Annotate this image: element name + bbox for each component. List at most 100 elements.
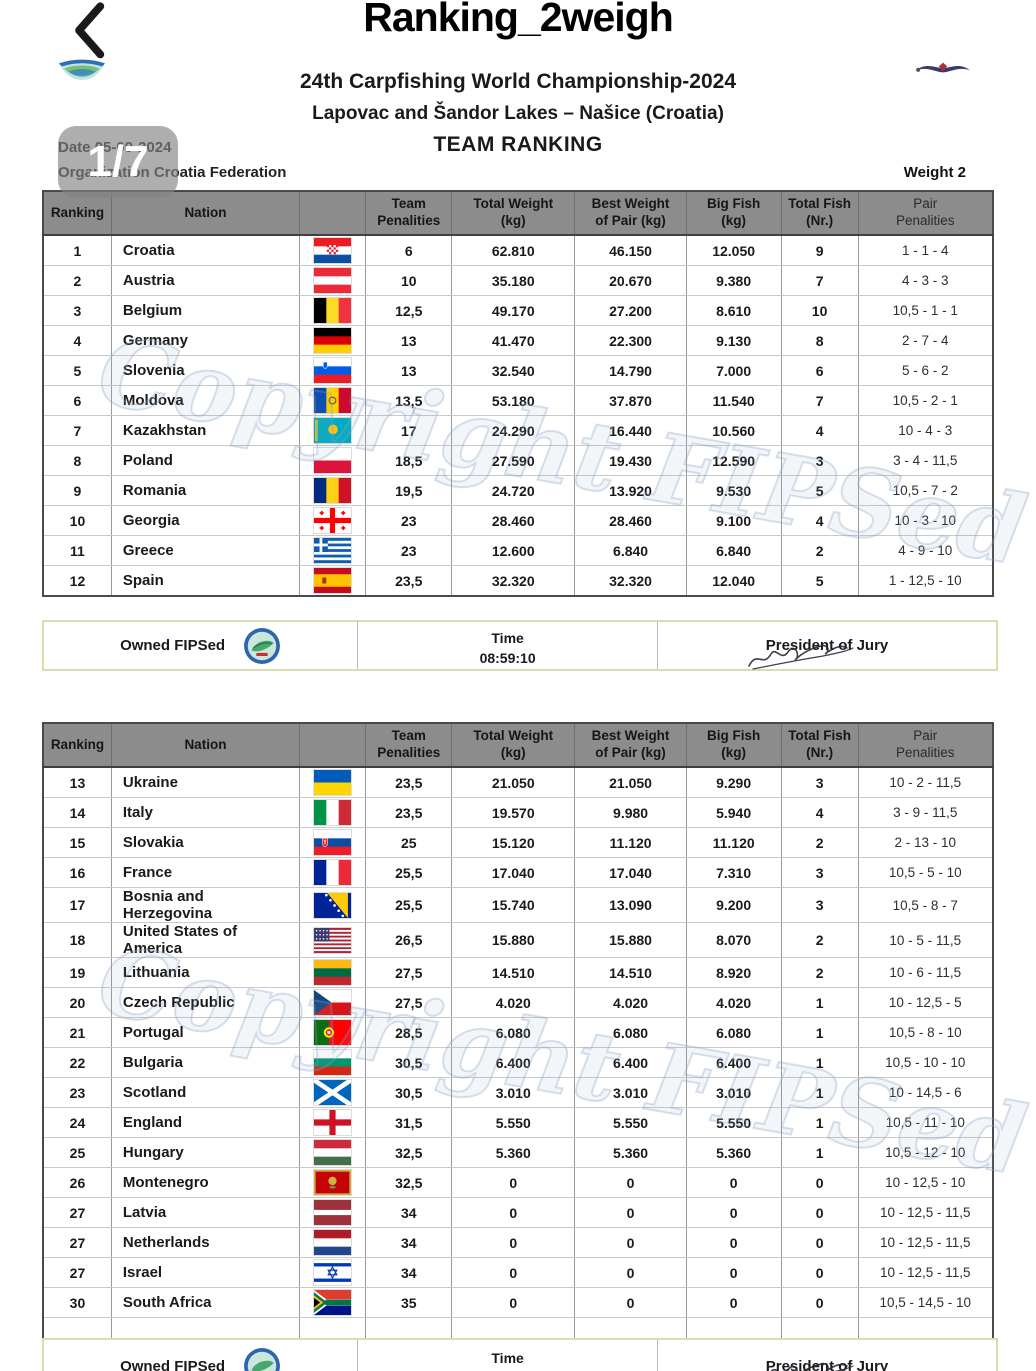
ranking-cell: 16 [43,857,112,888]
ranking-cell: 13 [43,767,112,798]
pair-penalties-cell: 10,5 - 1 - 1 [858,295,993,326]
ranking-cell: 10 [43,505,112,536]
back-chevron-icon [75,2,105,59]
table-row: 4 Germany 13 41.470 22.300 9.130 8 2 - 7 - 4 [43,325,993,356]
table-row: 11 Greece 23 12.600 6.840 6.840 2 4 - 9 - 10 [43,535,993,566]
team-penalties-cell: 10 [365,265,452,296]
ranking-cell: 5 [43,355,112,386]
table-row: 8 Poland 18,5 27.590 19.430 12.590 3 3 - 4 - 11… [43,445,993,476]
total-fish-cell: 1 [781,1107,859,1138]
ranking-header: Ranking [43,191,112,236]
nation-cell: Portugal [111,1017,300,1048]
nation-cell: Moldova [111,385,300,416]
nation-cell: Germany [111,325,300,356]
nation-cell: Lithuania [111,957,300,988]
best-weight-cell: 6.400 [574,1047,687,1078]
montenegro-flag-icon [313,1169,353,1196]
document-title: 24th Carpfishing World Championship-2024 [300,70,736,93]
big-fish-cell: 0 [686,1167,782,1198]
total-fish-cell: 3 [781,445,859,476]
pair-penalties-cell: 5 - 6 - 2 [858,355,993,386]
big-fish-cell: 11.120 [686,827,782,858]
best-weight-cell: 0 [574,1167,687,1198]
big-fish-cell: 7.000 [686,355,782,386]
big-fish-cell: 0 [686,1257,782,1288]
flag-cell [299,1167,367,1198]
total-weight-cell: 62.810 [451,235,576,266]
big-fish-cell: 0 [686,1287,782,1318]
best-weight-cell: 0 [574,1197,687,1228]
championship-lake-logo-icon [58,56,106,84]
team-penalties-cell: 27,5 [365,987,452,1018]
big-fish-cell: 9.290 [686,767,782,798]
back-button[interactable] [72,2,106,59]
portugal-flag-icon [313,1019,353,1046]
page-title: Ranking_2weigh [363,0,674,40]
pair-penalties-cell: 4 - 9 - 10 [858,535,993,566]
ranking-cell: 27 [43,1227,112,1258]
flag-cell [299,797,367,828]
best-weight-cell: 4.020 [574,987,687,1018]
team-penalties-cell: 23,5 [365,767,452,798]
flag-cell [299,445,367,476]
owned-label: Owned FIPSed [120,1357,226,1371]
team-penalties-cell: 26,5 [365,922,452,958]
best-weight-cell: 19.430 [574,445,687,476]
signature [748,644,854,670]
total-weight-cell: 0 [451,1167,576,1198]
flag-cell [299,1077,367,1108]
best-weight-cell: 0 [574,1257,687,1288]
team-penalties-header: Team Penalities [365,723,452,768]
pair-penalties-header: Pair Penalities [858,191,993,236]
big-fish-cell: 0 [686,1197,782,1228]
big-fish-cell: 8.920 [686,957,782,988]
total-weight-cell: 35.180 [451,265,576,296]
latvia-flag-icon [313,1199,353,1226]
total-fish-cell: 5 [781,475,859,506]
pair-penalties-cell: 10 - 12,5 - 11,5 [858,1227,993,1258]
pair-penalties-cell: 10,5 - 8 - 10 [858,1017,993,1048]
flag-cell [299,1257,367,1288]
pair-penalties-cell: 10,5 - 8 - 7 [858,887,993,923]
table-row: 30 South Africa 35 0 0 0 0 10,5 - 14,5 - 10 [43,1287,993,1318]
flag-cell [299,565,367,597]
nation-cell: Croatia [111,235,300,266]
owned-cell: Owned FIPSed [44,622,359,669]
big-fish-cell: 5.360 [686,1137,782,1168]
document-subtitle: Lapovac and Šandor Lakes – Našice (Croat… [312,103,724,124]
flag-header [299,723,367,768]
president-cell: President of Jury [658,1340,996,1371]
flag-cell [299,295,367,326]
flag-cell [299,415,367,446]
document-footer-1: Owned FIPSed Time 08:59:10 President of … [42,620,998,671]
ranking-cell: 27 [43,1197,112,1228]
time-cell: Time 08:59:10 [358,622,659,669]
total-weight-cell: 24.720 [451,475,576,506]
best-weight-cell: 13.920 [574,475,687,506]
table-row: 7 Kazakhstan 17 24.290 16.440 10.560 4 10 - 4 -… [43,415,993,446]
team-penalties-cell: 25,5 [365,857,452,888]
nation-cell: Hungary [111,1137,300,1168]
nation-header: Nation [111,191,300,236]
best-weight-cell: 15.880 [574,922,687,958]
total-weight-cell: 19.570 [451,797,576,828]
team-penalties-cell: 23,5 [365,565,452,597]
total-fish-cell: 1 [781,1137,859,1168]
time-label: Time [491,629,524,646]
big-fish-cell: 6.840 [686,535,782,566]
nation-cell: Latvia [111,1197,300,1228]
pair-penalties-cell: 10,5 - 2 - 1 [858,385,993,416]
flag-cell [299,535,367,566]
flag-cell [299,325,367,356]
team-penalties-cell: 30,5 [365,1047,452,1078]
bosnia-flag-icon [313,891,353,919]
flag-cell [299,1017,367,1048]
big-fish-cell: 9.530 [686,475,782,506]
table-row: 21 Portugal 28,5 6.080 6.080 6.080 1 10,5 - 8 -… [43,1017,993,1048]
nation-cell: Slovenia [111,355,300,386]
table-row: 2 Austria 10 35.180 20.670 9.380 7 4 - 3 - 3 [43,265,993,296]
team-penalties-cell: 17 [365,415,452,446]
flag-cell [299,767,367,798]
total-weight-header: Total Weight (kg) [451,723,576,768]
moldova-flag-icon [313,387,353,414]
